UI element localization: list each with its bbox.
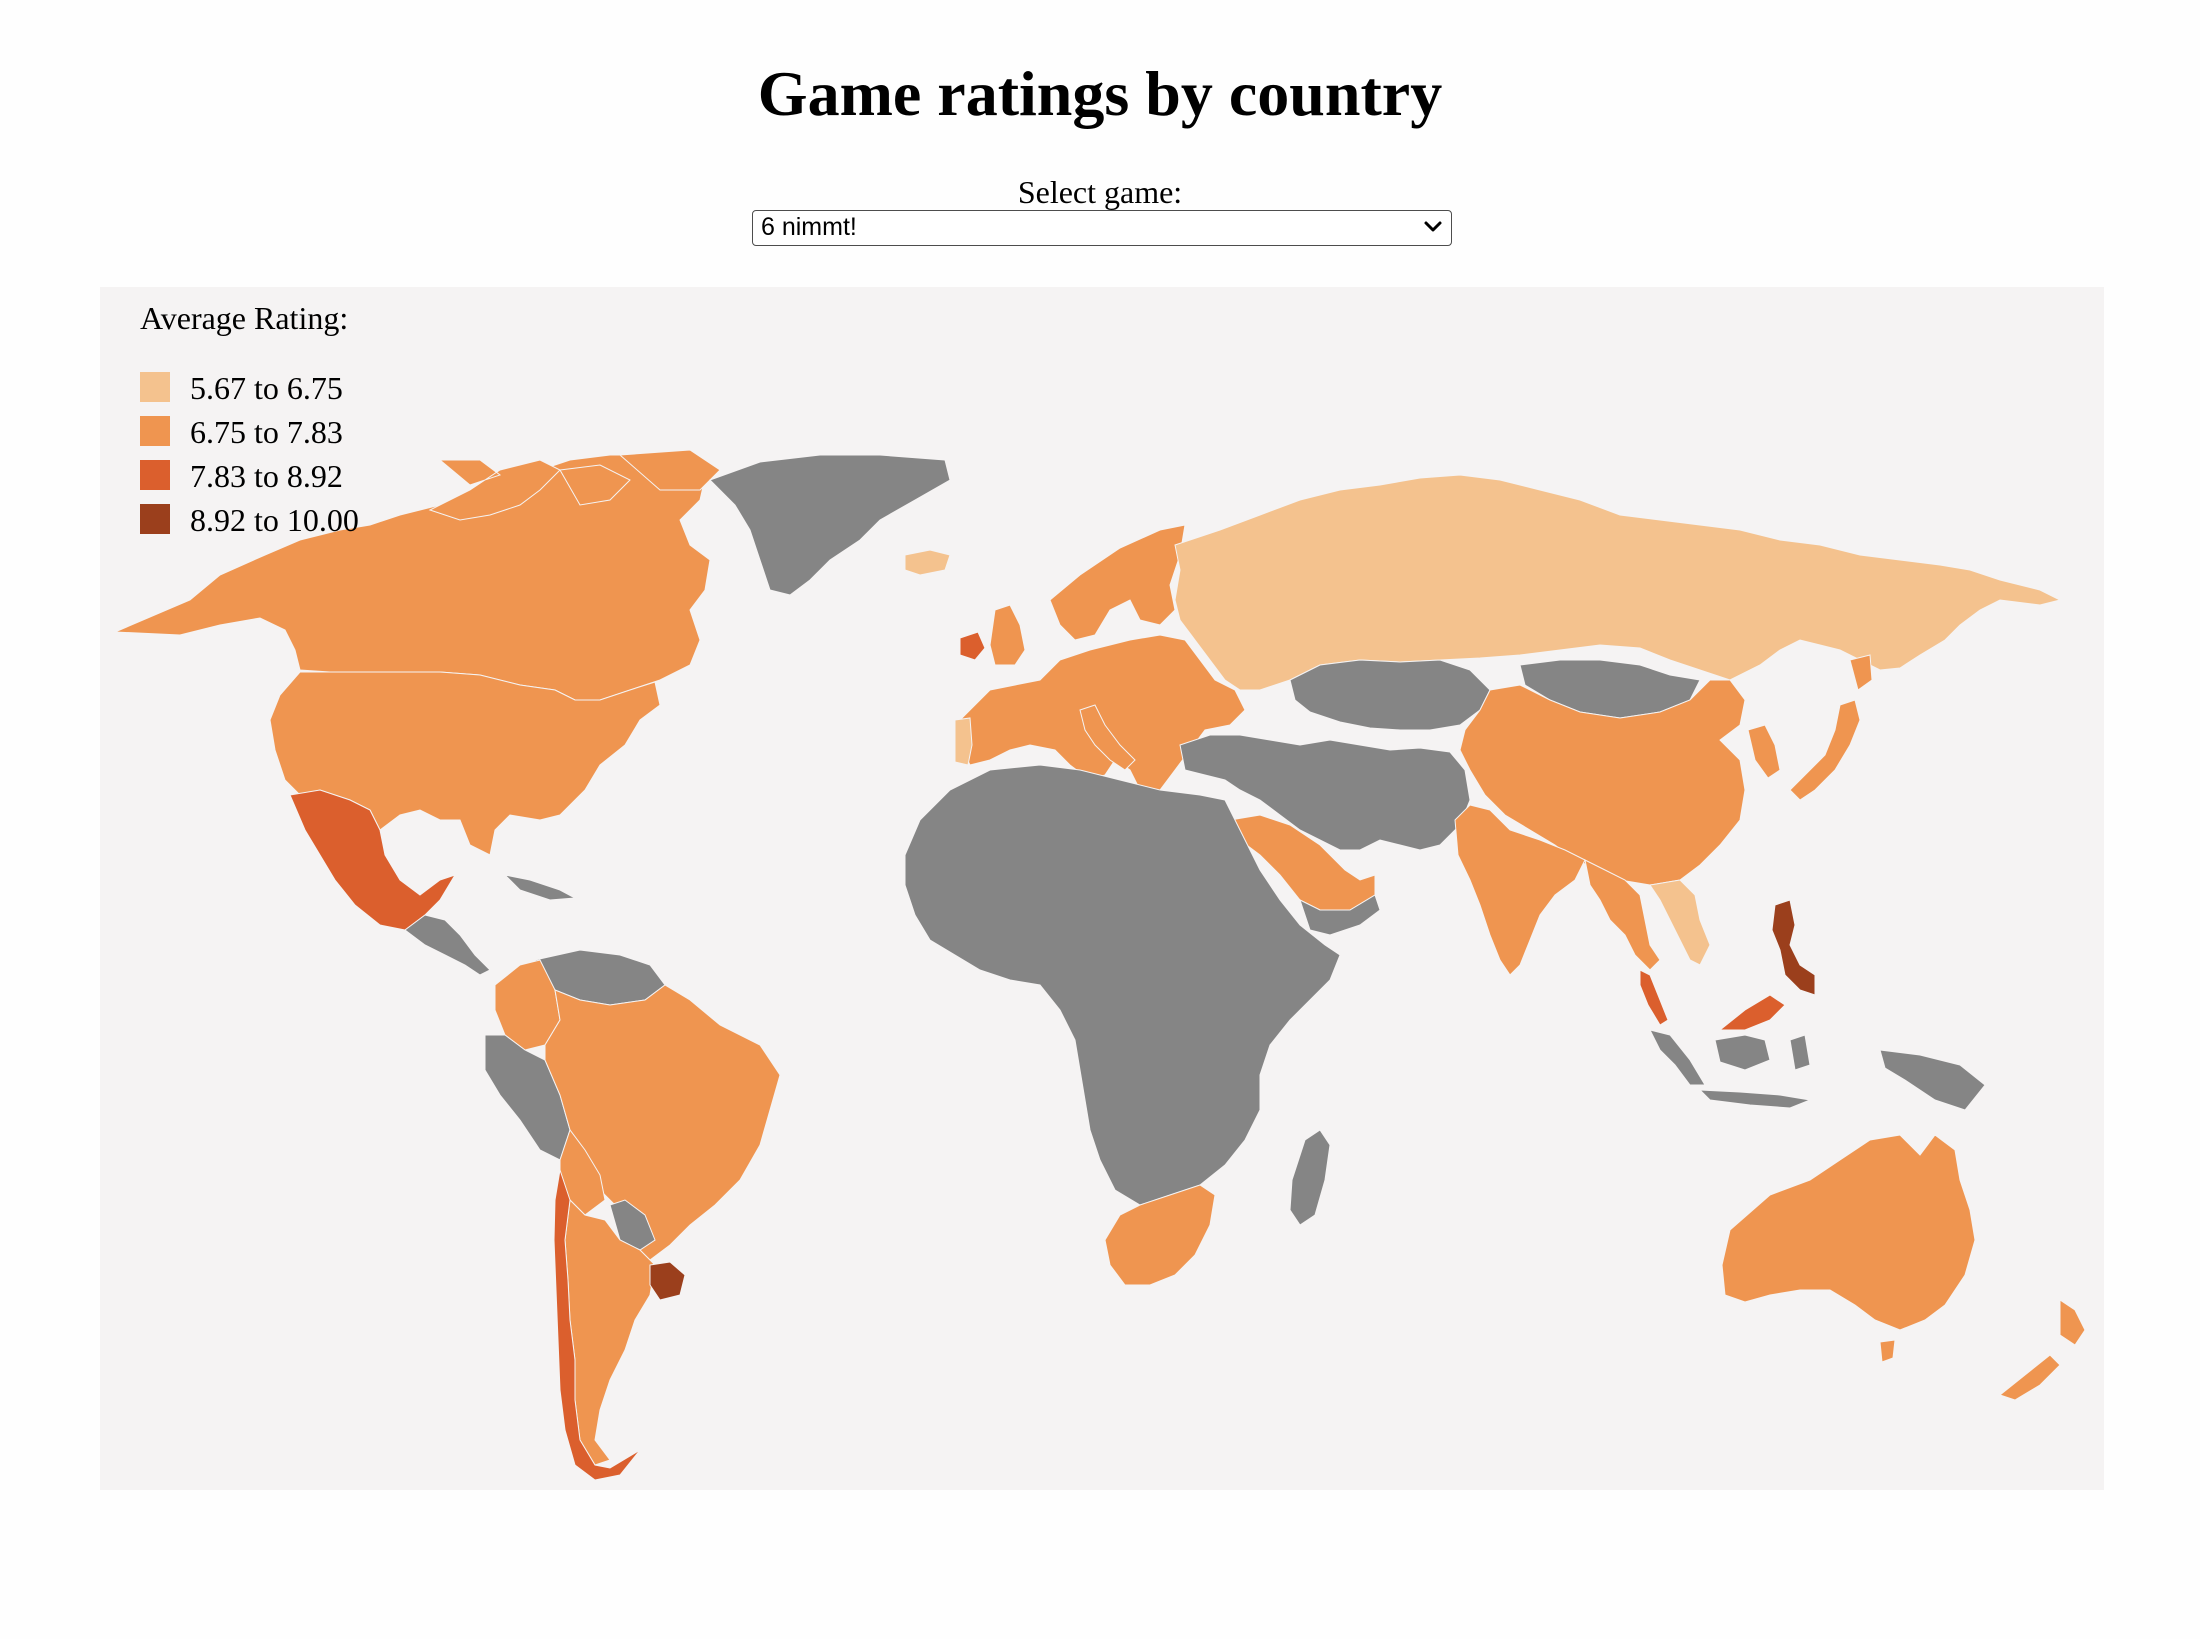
region-scandinavia[interactable] — [1049, 524, 1186, 641]
region-australia[interactable] — [1721, 1134, 1976, 1331]
region-indonesia[interactable] — [1649, 1029, 1986, 1111]
legend-label: 7.83 to 8.92 — [190, 458, 343, 494]
region-china[interactable] — [1459, 679, 1746, 886]
region-india[interactable] — [1454, 804, 1586, 976]
region-korea[interactable] — [1747, 724, 1781, 779]
region-united-kingdom[interactable] — [989, 604, 1026, 666]
region-africa[interactable] — [904, 764, 1341, 1206]
region-kazakhstan[interactable] — [1289, 659, 1491, 731]
region-mexico[interactable] — [289, 789, 457, 931]
region-russia[interactable] — [1174, 474, 2062, 691]
region-south-africa[interactable] — [1104, 1184, 1216, 1286]
game-select[interactable]: 6 nimmt! — [752, 210, 1452, 246]
legend-label: 6.75 to 7.83 — [190, 414, 343, 450]
region-yemen-oman[interactable] — [1299, 894, 1381, 936]
legend-label: 5.67 to 6.75 — [190, 370, 343, 406]
chevron-down-icon — [1424, 221, 1442, 232]
region-greenland[interactable] — [709, 454, 951, 596]
region-malaysia-peninsula[interactable] — [1639, 969, 1669, 1026]
region-canada-arctic[interactable] — [428, 449, 721, 521]
legend-swatch — [140, 372, 170, 402]
page-title: Game ratings by country — [757, 58, 1443, 129]
region-central-america[interactable] — [404, 874, 577, 976]
region-middle-east[interactable] — [1179, 734, 1471, 851]
region-japan[interactable] — [1789, 654, 1873, 801]
legend-label: 8.92 to 10.00 — [190, 502, 359, 538]
legend-swatch — [140, 460, 170, 490]
region-uruguay[interactable] — [649, 1261, 686, 1301]
legend-swatch — [140, 416, 170, 446]
game-select-value: 6 nimmt! — [761, 213, 857, 241]
region-chile[interactable] — [553, 1169, 641, 1481]
region-vietnam[interactable] — [1649, 879, 1711, 966]
region-tasmania[interactable] — [1879, 1339, 1896, 1363]
game-select-label: Select game: — [1017, 174, 1183, 210]
region-iceland[interactable] — [904, 549, 951, 576]
region-southeast-asia[interactable] — [1584, 859, 1661, 971]
region-madagascar[interactable] — [1289, 1129, 1331, 1226]
region-philippines[interactable] — [1771, 899, 1816, 996]
region-ireland[interactable] — [959, 631, 986, 661]
region-portugal[interactable] — [954, 717, 973, 766]
region-malaysia-borneo[interactable] — [1718, 994, 1786, 1031]
region-italy[interactable] — [1079, 704, 1136, 771]
region-new-zealand[interactable] — [1998, 1299, 2086, 1401]
legend-title: Average Rating: — [140, 300, 349, 336]
legend-swatch — [140, 504, 170, 534]
